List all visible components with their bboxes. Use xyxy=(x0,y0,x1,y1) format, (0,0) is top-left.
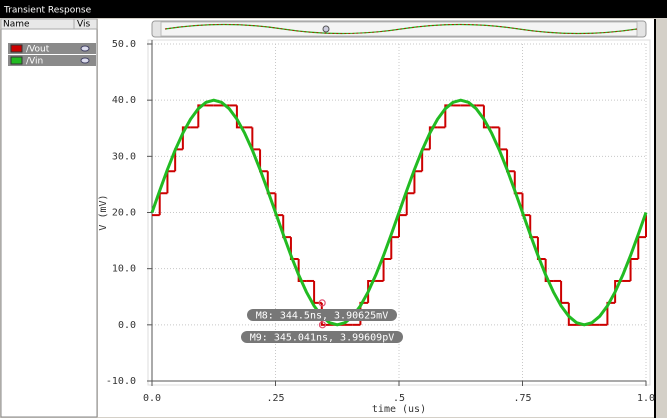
x-axis-label: time (us) xyxy=(372,404,426,415)
y-axis-label: V (mV) xyxy=(98,194,109,230)
y-tick-label: -10.0 xyxy=(106,376,136,387)
overview-bar[interactable] xyxy=(151,20,647,38)
line xyxy=(150,98,648,327)
y-tick-label: 20.0 xyxy=(112,208,136,219)
overview-handle[interactable] xyxy=(322,25,330,33)
legend-row xyxy=(8,55,96,66)
legend-label: /Vout xyxy=(26,45,50,55)
step-segment xyxy=(428,126,438,150)
x-tick-label: .75 xyxy=(513,393,531,404)
title-bar xyxy=(0,0,667,18)
y-tick-label: 50.0 xyxy=(112,39,136,50)
overview-wave-outline xyxy=(164,24,638,34)
legend-swatch xyxy=(10,44,23,53)
marker-point xyxy=(318,321,327,329)
window-title: Transient Response xyxy=(3,6,92,16)
x-tick-label: .25 xyxy=(266,393,284,404)
x-tick-label: .5 xyxy=(393,393,405,404)
marker-label-box xyxy=(247,309,397,321)
step-segment xyxy=(567,302,577,326)
y-tick-label: 0.0 xyxy=(118,320,136,331)
panel-header xyxy=(0,18,98,30)
legend-row xyxy=(8,43,96,54)
marker-label: M9: 345.041ns, 3.99609pV xyxy=(250,333,395,344)
signal-panel xyxy=(0,18,98,418)
marker-label-box xyxy=(241,331,403,343)
marker-label: M8: 344.5ns, 3.90625mV xyxy=(256,311,388,322)
y-tick-label: 30.0 xyxy=(112,151,136,162)
y-tick-label: 40.0 xyxy=(112,95,136,106)
legend-entry[interactable]: /Vout xyxy=(8,43,96,55)
x-tick-label: 0.0 xyxy=(143,393,161,404)
visibility-icon xyxy=(80,45,90,52)
visibility-icon xyxy=(80,57,90,64)
legend-entry[interactable]: /Vin xyxy=(8,55,96,67)
y-tick-label: 10.0 xyxy=(112,264,136,275)
step-segment xyxy=(544,259,554,282)
plot-background xyxy=(98,19,655,417)
legend-swatch xyxy=(10,56,23,65)
step-segment xyxy=(181,126,191,150)
step-segment xyxy=(297,259,307,282)
header-vis: Vis xyxy=(77,20,90,30)
marker-point xyxy=(318,299,326,307)
x-tick-label: 1.0 xyxy=(637,393,655,404)
header-name: Name xyxy=(3,20,30,30)
legend-label: /Vin xyxy=(26,57,43,67)
